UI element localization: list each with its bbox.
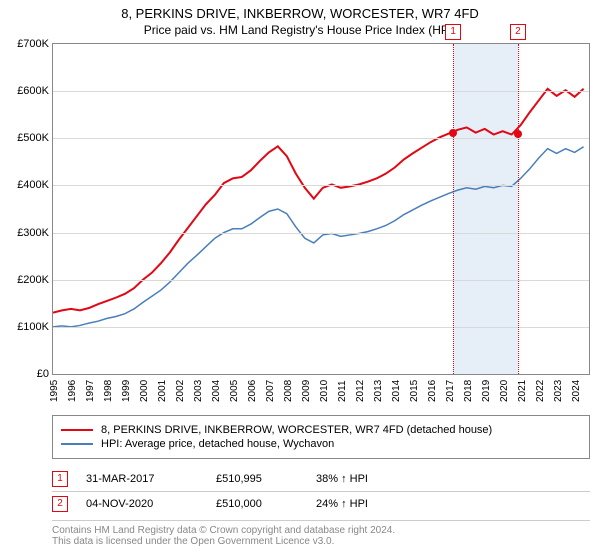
x-tick-label: 2006 — [247, 380, 258, 402]
x-tick-label: 2021 — [517, 380, 528, 402]
legend-row: HPI: Average price, detached house, Wych… — [61, 438, 581, 450]
chart-container: 8, PERKINS DRIVE, INKBERROW, WORCESTER, … — [0, 0, 600, 547]
legend-box: 8, PERKINS DRIVE, INKBERROW, WORCESTER, … — [52, 415, 590, 459]
sale-row: 2 04-NOV-2020£510,00024% ↑ HPI — [52, 491, 590, 516]
x-tick-label: 2012 — [355, 380, 366, 402]
x-tick-label: 1997 — [85, 380, 96, 402]
marker-dot — [449, 129, 457, 137]
y-tick-label: £300K — [17, 227, 49, 239]
footer-line-2: This data is licensed under the Open Gov… — [52, 536, 590, 547]
legend-label: HPI: Average price, detached house, Wych… — [101, 438, 334, 450]
x-tick-label: 2020 — [499, 380, 510, 402]
gridline — [53, 91, 589, 92]
x-tick-label: 2015 — [409, 380, 420, 402]
footer-line-1: Contains HM Land Registry data © Crown c… — [52, 525, 590, 536]
sale-number: 1 — [52, 471, 68, 487]
sale-row: 1 31-MAR-2017£510,99538% ↑ HPI — [52, 467, 590, 491]
marker-line — [453, 44, 454, 374]
gridline — [53, 280, 589, 281]
x-tick-label: 2009 — [301, 380, 312, 402]
x-tick-label: 2010 — [319, 380, 330, 402]
marker-line — [518, 44, 519, 374]
x-tick-label: 2005 — [229, 380, 240, 402]
sale-price: £510,995 — [216, 473, 316, 485]
x-tick-label: 1998 — [103, 380, 114, 402]
x-tick-label: 2024 — [571, 380, 582, 402]
sale-price: £510,000 — [216, 498, 316, 510]
chart-lines — [53, 44, 589, 374]
x-tick-label: 2008 — [283, 380, 294, 402]
x-tick-label: 2014 — [391, 380, 402, 402]
y-tick-label: £700K — [17, 38, 49, 50]
x-tick-label: 2003 — [193, 380, 204, 402]
x-tick-label: 1996 — [67, 380, 78, 402]
plot-area: £0£100K£200K£300K£400K£500K£600K£700K199… — [52, 43, 590, 375]
y-tick-label: £100K — [17, 321, 49, 333]
sale-date: 04-NOV-2020 — [86, 498, 216, 510]
legend-row: 8, PERKINS DRIVE, INKBERROW, WORCESTER, … — [61, 424, 581, 436]
marker-number: 2 — [510, 24, 526, 40]
gridline — [53, 233, 589, 234]
sale-hpi: 24% ↑ HPI — [316, 498, 368, 510]
y-tick-label: £200K — [17, 274, 49, 286]
x-tick-label: 2017 — [445, 380, 456, 402]
gridline — [53, 185, 589, 186]
x-tick-label: 2007 — [265, 380, 276, 402]
legend-swatch — [61, 443, 93, 445]
y-tick-label: £0 — [37, 368, 49, 380]
legend-label: 8, PERKINS DRIVE, INKBERROW, WORCESTER, … — [101, 424, 492, 436]
gridline — [53, 138, 589, 139]
x-tick-label: 2011 — [337, 380, 348, 402]
x-tick-label: 2018 — [463, 380, 474, 402]
series-hpi — [53, 147, 584, 327]
marker-dot — [514, 130, 522, 138]
legend-swatch — [61, 429, 93, 431]
x-tick-label: 2000 — [139, 380, 150, 402]
footer-text: Contains HM Land Registry data © Crown c… — [52, 520, 590, 547]
x-tick-label: 2004 — [211, 380, 222, 402]
sale-date: 31-MAR-2017 — [86, 473, 216, 485]
x-tick-label: 2016 — [427, 380, 438, 402]
marker-number: 1 — [445, 24, 461, 40]
sales-table: 1 31-MAR-2017£510,99538% ↑ HPI 2 04-NOV-202… — [52, 467, 590, 516]
x-tick-label: 1995 — [49, 380, 60, 402]
y-tick-label: £600K — [17, 85, 49, 97]
sale-hpi: 38% ↑ HPI — [316, 473, 368, 485]
x-tick-label: 1999 — [121, 380, 132, 402]
x-tick-label: 2001 — [157, 380, 168, 402]
sale-number: 2 — [52, 496, 68, 512]
y-tick-label: £500K — [17, 132, 49, 144]
x-tick-label: 2002 — [175, 380, 186, 402]
x-tick-label: 2023 — [553, 380, 564, 402]
gridline — [53, 327, 589, 328]
chart-title: 8, PERKINS DRIVE, INKBERROW, WORCESTER, … — [0, 0, 600, 23]
x-tick-label: 2013 — [373, 380, 384, 402]
x-tick-label: 2019 — [481, 380, 492, 402]
y-tick-label: £400K — [17, 179, 49, 191]
x-tick-label: 2022 — [535, 380, 546, 402]
